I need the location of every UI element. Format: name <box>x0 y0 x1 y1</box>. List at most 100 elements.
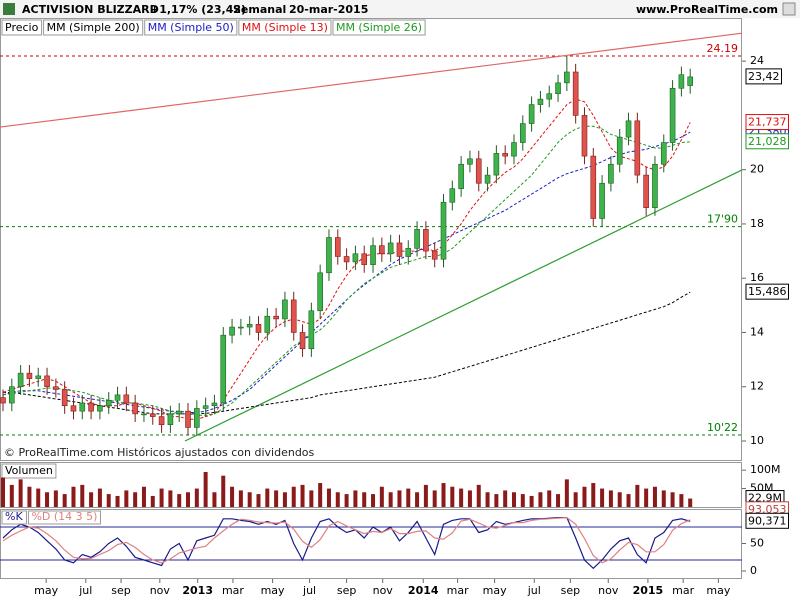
candle-body <box>458 163 464 189</box>
candle-body <box>105 400 112 407</box>
candle-body <box>361 253 368 265</box>
x-tick-label: jul <box>527 584 541 597</box>
horizontal-line-label: 24.19 <box>707 42 739 55</box>
candle-body <box>608 163 614 184</box>
candle-body <box>564 71 570 84</box>
candle-body <box>343 256 350 263</box>
candle-body <box>238 326 244 329</box>
trendline <box>184 169 743 442</box>
legend-entry: MM (Simple 50) <box>148 21 234 34</box>
candle-body <box>299 332 306 350</box>
volume-bar <box>97 488 102 507</box>
candle-body <box>511 142 517 157</box>
y-tick-label: 16 <box>750 271 764 284</box>
volume-bar <box>371 494 376 507</box>
candle-body <box>669 87 676 143</box>
trendline <box>0 32 743 128</box>
y-tick-label: 14 <box>750 325 764 338</box>
volume-bar <box>309 490 314 507</box>
volume-bar <box>362 492 367 507</box>
x-tick-label: nov <box>598 584 619 597</box>
volume-bar <box>71 486 76 507</box>
axis-value-label: 90,371 <box>748 514 787 527</box>
candle-body <box>616 136 623 165</box>
volume-bar <box>573 492 578 507</box>
label-box <box>745 114 789 131</box>
volume-bar <box>626 494 631 507</box>
candle-body <box>273 315 279 320</box>
close-button[interactable] <box>782 2 796 16</box>
header-bar <box>0 0 800 18</box>
moving-average <box>2 125 691 416</box>
volume-bar <box>300 484 305 507</box>
volume-bar <box>406 488 411 507</box>
volume-bar <box>679 494 684 507</box>
candle-body <box>555 82 561 95</box>
volume-bar <box>177 494 182 507</box>
volume-bar <box>423 484 428 507</box>
volume-bar <box>133 492 138 507</box>
symbol: ACTIVISION BLIZZARD <box>22 3 159 16</box>
volume-bar <box>503 490 508 507</box>
label-box <box>745 68 782 85</box>
axis-value-label: 21,737 <box>748 116 787 129</box>
x-tick-label: may <box>483 584 507 597</box>
volume-bar <box>591 483 596 507</box>
period: Semanal <box>233 3 286 16</box>
volume-bar <box>265 488 270 507</box>
candle-body <box>326 237 332 274</box>
candle-body <box>282 299 288 320</box>
candle-body <box>475 158 482 184</box>
horizontal-line-label: 17'90 <box>707 213 738 226</box>
site: www.ProRealTime.com <box>636 3 778 16</box>
x-tick-label: sep <box>111 584 130 597</box>
volume-bar <box>608 490 613 507</box>
axis-value-label: 93,053 <box>748 503 787 516</box>
date: 20-mar-2015 <box>289 3 368 16</box>
candle-body <box>9 386 15 404</box>
volume-bar <box>397 490 402 507</box>
candle-body <box>158 416 165 426</box>
candle-body <box>405 248 412 257</box>
moving-average <box>2 291 691 415</box>
volume-bar <box>476 484 481 507</box>
candle-body <box>572 71 579 116</box>
candle-body <box>185 410 191 428</box>
volume-bar <box>459 488 464 507</box>
candle-body <box>211 402 218 407</box>
legend-box <box>332 19 426 36</box>
volume-bar <box>291 486 296 507</box>
candle-body <box>520 123 526 143</box>
volume-bar <box>124 490 129 507</box>
candle-body <box>379 245 385 255</box>
candle-body <box>484 174 491 184</box>
candle-body <box>194 408 200 428</box>
legend-entry: MM (Simple 200) <box>47 21 140 34</box>
axis-value-label: 22,9M <box>748 492 782 505</box>
volume-bar <box>238 490 243 507</box>
candle-body <box>61 389 68 407</box>
legend-box <box>1 463 57 479</box>
volume-bar <box>62 494 67 507</box>
frames <box>0 18 742 579</box>
volume-frame <box>0 462 742 508</box>
x-tick-label: mar <box>222 584 244 597</box>
axis-value-label: 21,028 <box>748 135 787 148</box>
volume-bar <box>635 484 640 507</box>
volume-bar <box>45 492 50 507</box>
volume-bar <box>194 488 199 507</box>
volume-bar <box>529 495 534 507</box>
y-tick-label: 50 <box>750 537 764 550</box>
candle-body <box>35 375 42 379</box>
y-tick-label: 18 <box>750 217 764 230</box>
candle-body <box>220 334 227 404</box>
candle-body <box>167 413 174 426</box>
legend-box <box>144 19 238 36</box>
volume-bar <box>159 488 164 507</box>
candle-body <box>308 310 315 350</box>
volume-bar <box>115 495 120 507</box>
volume-bar <box>256 494 261 507</box>
candle-body <box>97 405 103 412</box>
legend-entry: MM (Simple 13) <box>242 21 328 34</box>
